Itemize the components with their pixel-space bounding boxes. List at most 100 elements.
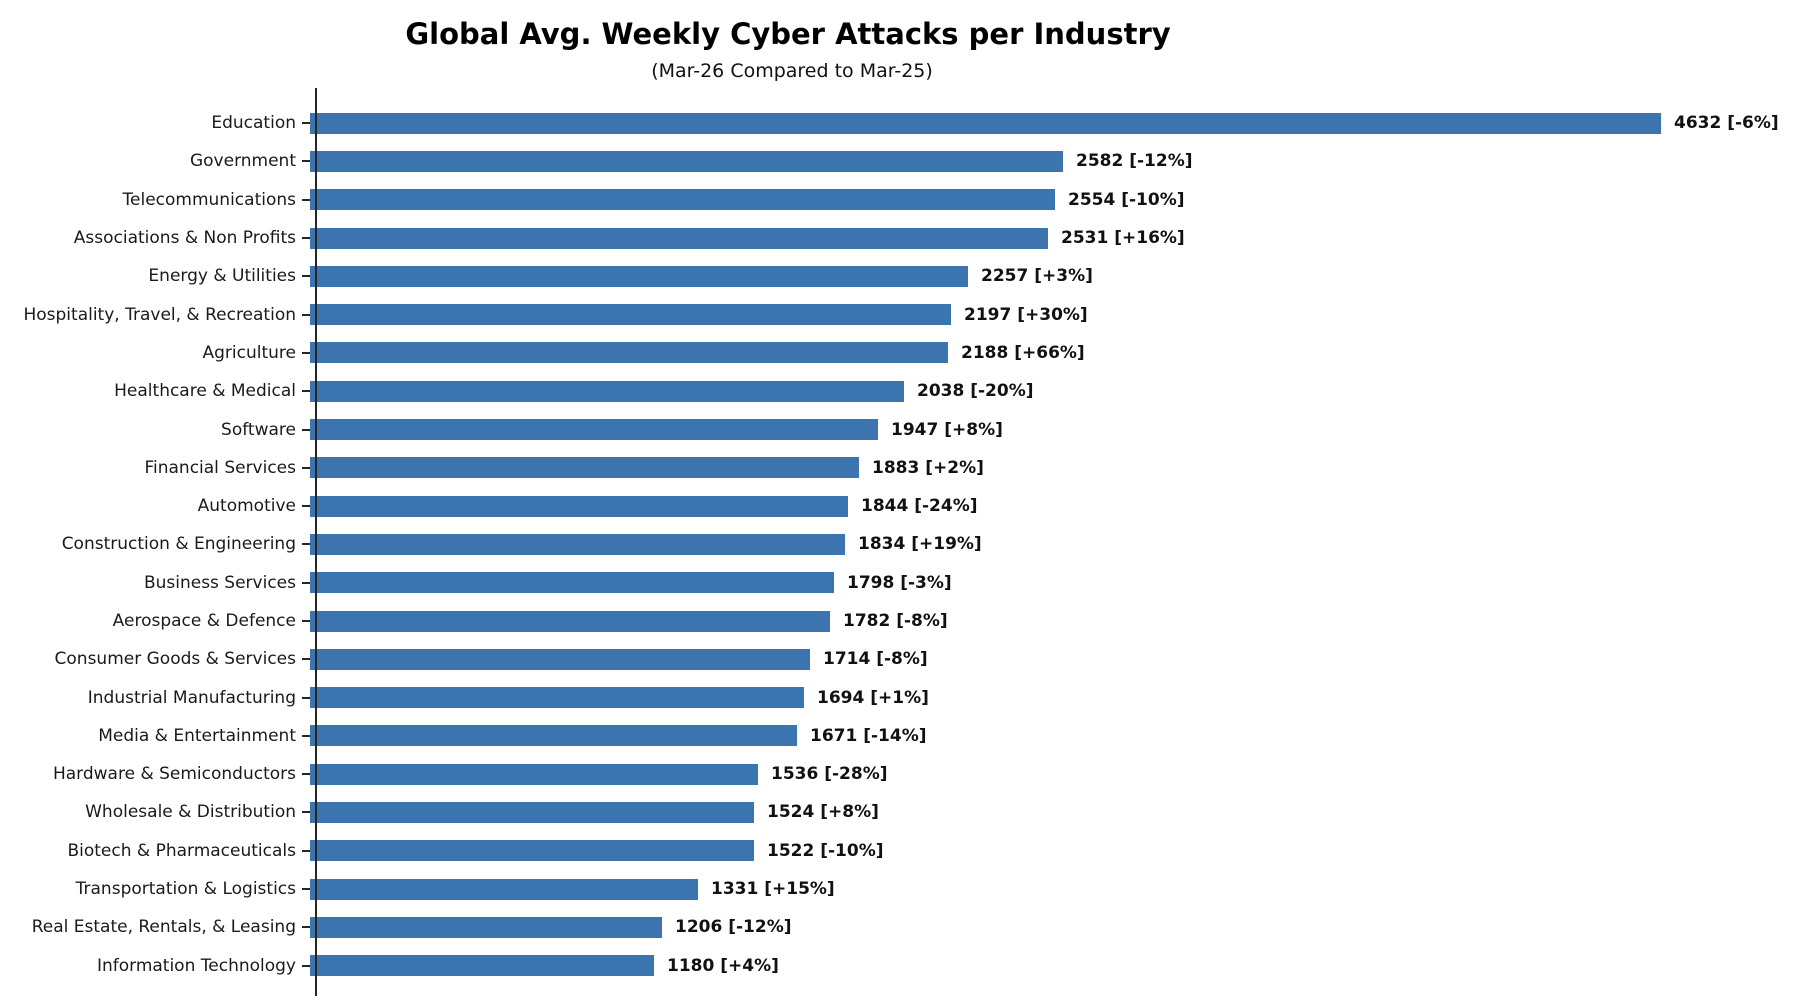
bar (310, 648, 810, 670)
axis-tick (302, 466, 310, 469)
axis-tick (302, 926, 310, 929)
value-label: 2531 [+16%] (1061, 228, 1185, 249)
bar (310, 112, 1661, 134)
bar (310, 495, 848, 517)
bar-row: Business Services 1798 [-3%] (0, 564, 1800, 602)
bar (310, 840, 754, 862)
bar (310, 150, 1063, 172)
bar-row: Information Technology 1180 [+4%] (0, 947, 1800, 985)
category-label: Government (189, 151, 296, 172)
category-label: Construction & Engineering (61, 534, 296, 555)
bar (310, 419, 878, 441)
value-label: 1180 [+4%] (667, 955, 779, 976)
value-label: 1714 [-8%] (823, 649, 928, 670)
chart-subtitle: (Mar-26 Compared to Mar-25) (651, 60, 933, 82)
value-label: 1524 [+8%] (767, 802, 879, 823)
axis-tick (302, 543, 310, 546)
axis-tick (302, 964, 310, 967)
category-label: Automotive (197, 496, 296, 517)
axis-tick (302, 390, 310, 393)
bar-row: Education 4632 [-6%] (0, 104, 1800, 142)
bar (310, 763, 758, 785)
bar-row: Wholesale & Distribution 1524 [+8%] (0, 793, 1800, 831)
bar-row: Associations & Non Profits 2531 [+16%] (0, 219, 1800, 257)
bar-row: Software 1947 [+8%] (0, 410, 1800, 448)
value-label: 2582 [-12%] (1076, 151, 1193, 172)
value-label: 1331 [+15%] (711, 879, 835, 900)
value-label: 1671 [-14%] (810, 725, 927, 746)
category-label: Aerospace & Defence (112, 611, 296, 631)
bar (310, 955, 654, 977)
axis-tick (302, 198, 310, 201)
category-label: Information Technology (96, 955, 296, 976)
axis-tick (302, 313, 310, 316)
bar-row: Hardware & Semiconductors 1536 [-28%] (0, 755, 1800, 793)
bar-row: Agriculture 2188 [+66%] (0, 334, 1800, 372)
bar (310, 687, 804, 709)
bar (310, 380, 904, 402)
category-label: Telecommunications (122, 189, 296, 210)
value-label: 4632 [-6%] (1674, 113, 1779, 134)
category-label: Media & Entertainment (98, 725, 296, 746)
category-label: Transportation & Logistics (75, 879, 296, 900)
value-label: 1782 [-8%] (843, 611, 948, 631)
bar (310, 801, 754, 823)
category-label: Real Estate, Rentals, & Leasing (31, 917, 296, 938)
category-label: Financial Services (144, 457, 296, 478)
value-label: 1834 [+19%] (858, 534, 982, 555)
category-label: Associations & Non Profits (73, 228, 296, 249)
bar (310, 533, 845, 555)
axis-tick (302, 351, 310, 354)
value-label: 2038 [-20%] (917, 381, 1034, 402)
category-label: Agriculture (202, 342, 297, 363)
axis-tick (302, 696, 310, 699)
chart-title: Global Avg. Weekly Cyber Attacks per Ind… (405, 17, 1171, 51)
value-label: 1694 [+1%] (817, 687, 929, 708)
category-label: Hardware & Semiconductors (52, 764, 296, 785)
bar (310, 610, 830, 632)
bar-row: Financial Services 1883 [+2%] (0, 449, 1800, 487)
bar (310, 304, 951, 326)
category-label: Hospitality, Travel, & Recreation (23, 304, 296, 325)
axis-tick (302, 275, 310, 278)
bar (310, 725, 797, 747)
category-label: Education (211, 113, 296, 134)
axis-tick (302, 620, 310, 622)
bar-row: Industrial Manufacturing 1694 [+1%] (0, 678, 1800, 716)
bar-row: Hospitality, Travel, & Recreation 2197 [… (0, 295, 1800, 333)
axis-tick (302, 888, 310, 891)
value-label: 1883 [+2%] (872, 457, 984, 478)
category-label: Biotech & Pharmaceuticals (67, 840, 296, 861)
value-label: 2188 [+66%] (961, 342, 1085, 363)
bar-row: Construction & Engineering 1834 [+19%] (0, 525, 1800, 563)
bar (310, 342, 948, 364)
axis-tick (302, 658, 310, 661)
bar-row: Government 2582 [-12%] (0, 142, 1800, 180)
bar-row: Automotive 1844 [-24%] (0, 487, 1800, 525)
bar (310, 457, 859, 479)
bar-row: Biotech & Pharmaceuticals 1522 [-10%] (0, 832, 1800, 870)
axis-tick (302, 505, 310, 508)
axis-tick (302, 811, 310, 814)
bar (310, 878, 698, 900)
category-label: Wholesale & Distribution (85, 802, 296, 823)
bar-row: Transportation & Logistics 1331 [+15%] (0, 870, 1800, 908)
value-label: 1536 [-28%] (771, 764, 888, 785)
value-label: 2257 [+3%] (981, 266, 1093, 287)
value-label: 1798 [-3%] (847, 572, 952, 593)
category-label: Business Services (143, 572, 296, 593)
value-label: 1206 [-12%] (675, 917, 792, 938)
value-label: 2197 [+30%] (964, 304, 1088, 325)
bar-row: Real Estate, Rentals, & Leasing 1206 [-1… (0, 908, 1800, 946)
category-label: Energy & Utilities (148, 266, 296, 287)
bar-row: Aerospace & Defence 1782 [-8%] (0, 602, 1800, 640)
bar (310, 265, 968, 287)
axis-tick (302, 428, 310, 431)
axis-tick (302, 734, 310, 737)
bar-row: Telecommunications 2554 [-10%] (0, 181, 1800, 219)
bar-row: Energy & Utilities 2257 [+3%] (0, 257, 1800, 295)
y-axis-line (315, 88, 317, 996)
plot-area: Education 4632 [-6%] Government 2582 [-1… (0, 104, 1800, 985)
axis-tick (302, 581, 310, 584)
